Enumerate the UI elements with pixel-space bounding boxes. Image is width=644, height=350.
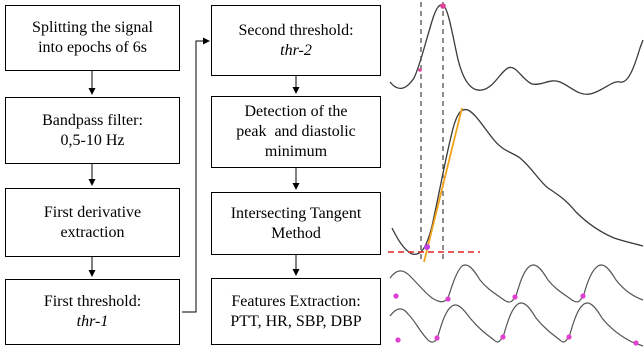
tangent-intersection-marker bbox=[424, 244, 430, 250]
derivative-onset-marker bbox=[418, 68, 422, 72]
step-second-threshold-line-1: Second threshold: bbox=[238, 21, 354, 39]
step-epoch-splitting: Splitting the signal into epochs of 6s bbox=[5, 5, 180, 71]
step-tangent-method-line-2: Method bbox=[271, 224, 321, 242]
step-bandpass-filter: Bandpass filter: 0,5-10 Hz bbox=[5, 97, 180, 164]
ppg-pulse-trace bbox=[391, 108, 644, 256]
pulse-marker bbox=[633, 340, 639, 346]
pulse-marker bbox=[500, 334, 506, 340]
pulse-train-markers bbox=[393, 293, 639, 346]
step-epoch-splitting-line-1: Splitting the signal bbox=[32, 19, 153, 36]
step-peak-detection: Detection of the peak and diastolic mini… bbox=[211, 96, 381, 168]
derivative-peak-marker bbox=[440, 3, 446, 9]
step-second-threshold: Second threshold: thr-2 bbox=[211, 5, 381, 76]
derivative-signal-trace bbox=[389, 4, 644, 95]
step-first-threshold-line-1: First threshold: bbox=[43, 293, 142, 310]
step-peak-detection-line-3: minimum bbox=[264, 143, 328, 160]
pulse-train-trace-bottom bbox=[389, 302, 644, 347]
step-first-derivative-line-2: extraction bbox=[60, 223, 125, 241]
pulse-marker bbox=[393, 293, 399, 299]
step-tangent-method-line-1: Intersecting Tangent bbox=[230, 204, 362, 222]
step-first-derivative-line-1: First derivative bbox=[43, 203, 142, 221]
pulse-marker bbox=[395, 337, 401, 343]
pulse-marker bbox=[512, 294, 518, 300]
step-second-threshold-label: thr-2 bbox=[280, 41, 312, 59]
pulse-marker bbox=[580, 293, 586, 299]
pulse-marker bbox=[566, 334, 572, 340]
step-bandpass-filter-line-2: 0,5-10 Hz bbox=[60, 131, 125, 149]
pulse-marker bbox=[445, 296, 451, 302]
step-tangent-method: Intersecting Tangent Method bbox=[211, 192, 381, 255]
step-epoch-splitting-line-2: into epochs of 6s bbox=[38, 39, 147, 56]
step-peak-detection-line-1: Detection of the bbox=[244, 103, 348, 120]
step-peak-detection-line-2: peak and diastolic bbox=[236, 123, 356, 140]
arrow-4-5 bbox=[182, 37, 210, 313]
step-first-derivative: First derivative extraction bbox=[5, 188, 180, 257]
step-features-extraction-line-2: PTT, HR, SBP, DBP bbox=[230, 312, 362, 330]
tangent-line bbox=[423, 107, 463, 263]
step-bandpass-filter-line-1: Bandpass filter: bbox=[42, 111, 143, 129]
step-first-threshold: First threshold: thr-1 bbox=[5, 279, 180, 345]
step-first-threshold-label: thr-1 bbox=[76, 313, 109, 330]
step-features-extraction-line-1: Features Extraction: bbox=[231, 292, 361, 310]
step-features-extraction: Features Extraction: PTT, HR, SBP, DBP bbox=[211, 278, 381, 345]
pulse-marker bbox=[434, 335, 440, 341]
